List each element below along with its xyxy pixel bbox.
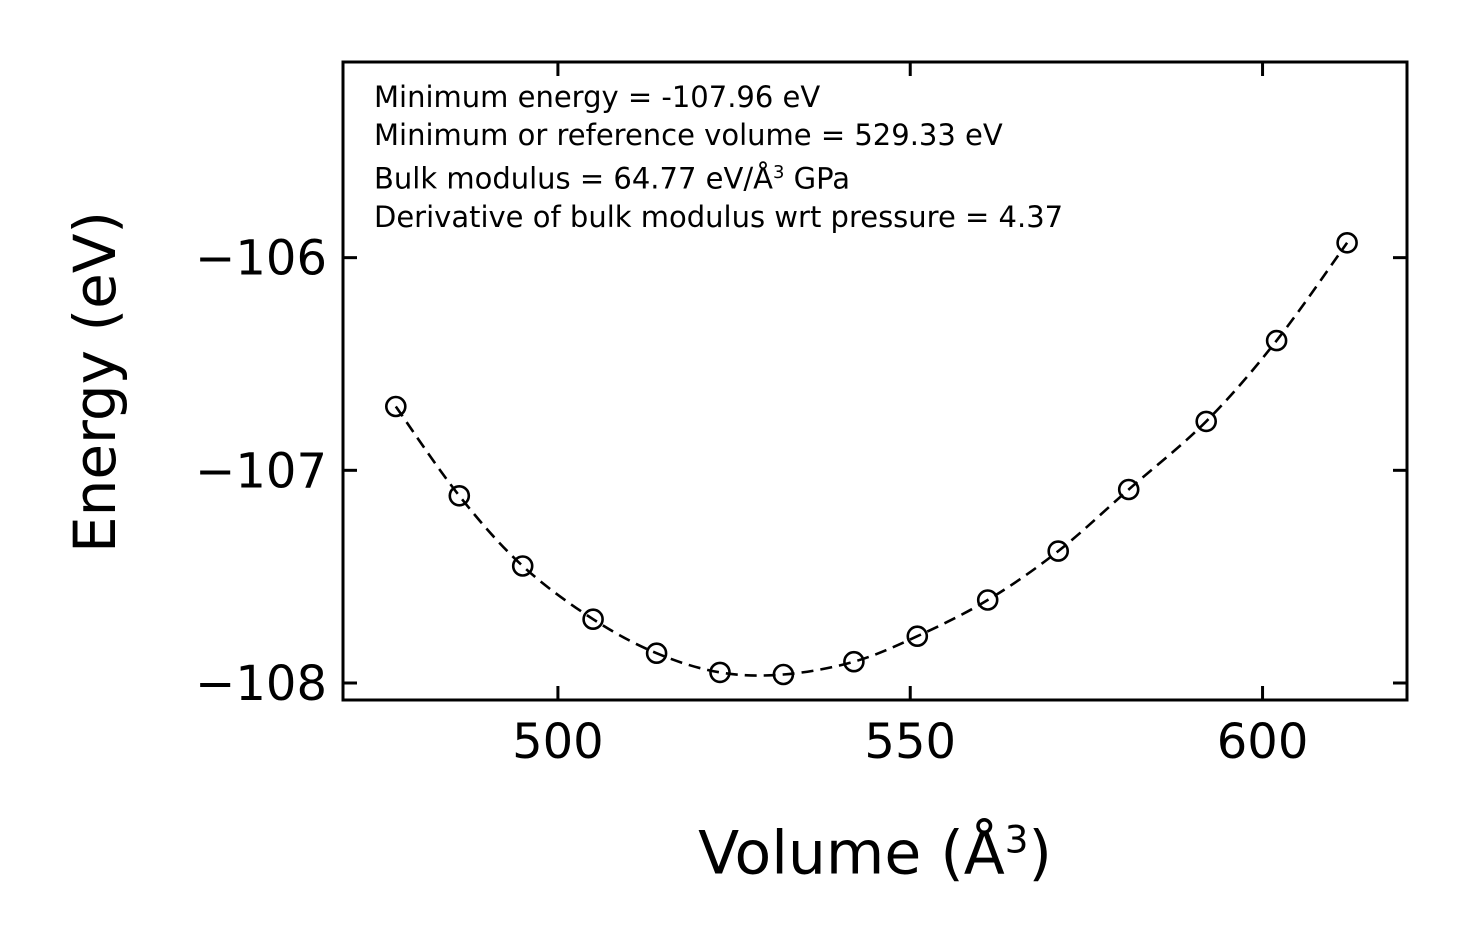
- data-point-marker: [1117, 478, 1140, 501]
- data-point-marker: [511, 555, 534, 577]
- data-point-marker: [1265, 329, 1288, 352]
- annotation-minimum-energy: Minimum energy = -107.96 eV: [374, 80, 821, 114]
- x-axis-label-superscript: 3: [1004, 817, 1029, 862]
- y-tick-label: −107: [195, 443, 327, 499]
- data-point-marker: [645, 642, 668, 665]
- fit-summary-annotation: Minimum energy = -107.96 eV Minimum or r…: [374, 78, 1063, 236]
- data-point-marker: [976, 589, 999, 611]
- data-point-marker: [906, 625, 929, 648]
- data-point-marker: [582, 608, 604, 631]
- x-tick-label: 550: [864, 714, 956, 770]
- x-tick-label: 500: [512, 714, 604, 770]
- data-point-marker: [1195, 410, 1217, 433]
- data-point-marker: [448, 484, 471, 507]
- annotation-superscript: 3: [772, 162, 785, 183]
- y-axis-label: Energy (eV): [61, 210, 129, 554]
- x-axis-label-text: Volume (Å: [698, 818, 1005, 889]
- annotation-reference-volume: Minimum or reference volume = 529.33 eV: [374, 118, 1003, 152]
- annotation-text: GPa: [784, 161, 851, 196]
- data-point-marker: [1336, 232, 1358, 254]
- x-axis-label: Volume (Å3): [698, 818, 1052, 889]
- data-point-marker: [772, 663, 795, 686]
- data-point-marker: [709, 661, 731, 684]
- x-axis-label-text: ): [1028, 818, 1052, 889]
- y-tick-label: −106: [195, 231, 327, 287]
- data-point-marker: [1047, 540, 1069, 562]
- data-point-marker: [384, 395, 407, 418]
- x-tick-label: 600: [1217, 714, 1309, 770]
- eos-fit-curve: [394, 242, 1349, 677]
- y-tick-label: −108: [195, 656, 327, 712]
- annotation-text: Bulk modulus = 64.77 eV/Å: [374, 161, 773, 196]
- annotation-bulk-modulus-derivative: Derivative of bulk modulus wrt pressure …: [374, 199, 1064, 234]
- axes-frame: [341, 60, 1409, 702]
- data-point-marker: [843, 650, 865, 673]
- annotation-bulk-modulus: Bulk modulus = 64.77 eV/Å3 GPa: [374, 154, 1063, 198]
